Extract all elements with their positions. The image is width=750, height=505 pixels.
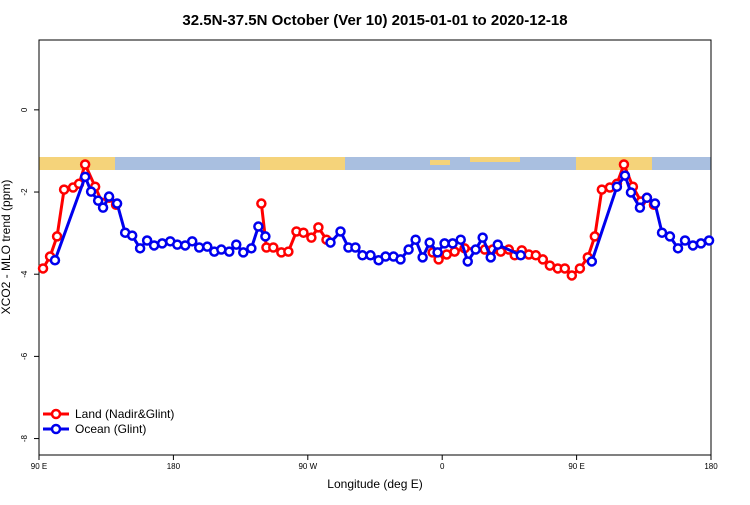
data-point — [470, 244, 481, 255]
data-point — [439, 238, 450, 249]
data-point — [664, 231, 676, 242]
data-point — [283, 246, 294, 257]
data-point — [679, 235, 691, 246]
data-point — [79, 159, 91, 170]
x-tick-label: 90 W — [298, 462, 317, 471]
y-tick-label: -8 — [20, 434, 29, 442]
legend-marker — [50, 423, 62, 435]
data-point — [417, 252, 428, 263]
data-point — [79, 171, 91, 183]
data-point — [350, 242, 361, 253]
data-point — [403, 244, 414, 255]
data-point — [134, 243, 146, 254]
data-point — [325, 237, 336, 248]
data-point — [260, 231, 271, 242]
data-point — [687, 240, 699, 251]
data-point — [477, 232, 488, 243]
data-point — [365, 250, 376, 261]
data-point — [566, 270, 578, 281]
data-point — [141, 235, 153, 246]
data-point — [313, 222, 324, 233]
data-point — [193, 242, 205, 253]
data-point — [306, 232, 317, 243]
x-tick-label: 180 — [704, 462, 718, 471]
data-point — [455, 234, 466, 245]
y-tick-label: -4 — [20, 270, 29, 278]
data-point — [148, 240, 160, 251]
data-point — [586, 256, 598, 267]
data-point — [625, 187, 637, 198]
data-point — [410, 234, 421, 245]
plot-frame — [38, 39, 712, 456]
data-point — [462, 256, 473, 267]
data-point — [97, 202, 109, 213]
data-point — [619, 170, 631, 181]
data-point — [589, 231, 601, 242]
x-tick-label: 90 E — [568, 462, 584, 471]
data-point — [85, 186, 97, 197]
data-point — [424, 237, 435, 248]
data-point — [202, 241, 213, 252]
data-point — [51, 231, 63, 242]
y-tick-label: -2 — [20, 188, 29, 196]
legend-label: Ocean (Glint) — [75, 422, 146, 436]
data-point — [611, 181, 623, 192]
data-point — [357, 250, 368, 261]
data-point — [559, 263, 571, 274]
data-point — [111, 198, 123, 209]
data-point — [649, 198, 661, 209]
data-point — [703, 235, 715, 246]
data-point — [92, 195, 104, 206]
data-point — [656, 227, 668, 238]
data-point — [298, 227, 309, 238]
chart-title: 32.5N-37.5N October (Ver 10) 2015-01-01 … — [182, 12, 567, 29]
x-tick-label: 90 E — [31, 462, 47, 471]
data-point — [432, 247, 443, 258]
data-point — [186, 236, 198, 247]
data-point — [58, 184, 70, 195]
y-axis-label: XCO2 - MLO trend (ppm) — [0, 180, 13, 315]
data-point — [695, 238, 707, 249]
data-point — [634, 202, 646, 213]
data-point — [126, 230, 138, 241]
data-point — [268, 242, 279, 253]
legend-label: Land (Nadir&Glint) — [75, 407, 174, 421]
data-point — [238, 247, 249, 258]
y-tick-label: -6 — [20, 352, 29, 360]
data-point — [156, 238, 168, 249]
x-axis-label: Longitude (deg E) — [327, 477, 422, 491]
data-point — [37, 263, 49, 274]
data-point — [596, 184, 608, 195]
data-point — [103, 191, 115, 202]
data-point — [574, 263, 586, 274]
data-point — [618, 159, 630, 170]
data-point — [492, 239, 504, 250]
data-point — [447, 238, 458, 249]
data-point — [537, 254, 549, 265]
data-point — [485, 252, 496, 263]
data-point — [231, 239, 242, 250]
data-point — [641, 192, 653, 204]
data-point — [246, 243, 257, 254]
data-point — [335, 226, 346, 237]
data-point — [672, 243, 684, 254]
data-point — [224, 246, 235, 257]
y-tick-label: 0 — [20, 107, 29, 112]
data-point — [515, 250, 526, 261]
data-point — [395, 254, 406, 265]
x-tick-label: 180 — [167, 462, 181, 471]
data-point — [449, 246, 460, 257]
legend-marker — [50, 408, 62, 420]
map-strip — [39, 157, 711, 170]
data-point — [256, 198, 267, 209]
data-point — [49, 254, 61, 266]
x-tick-label: 0 — [440, 462, 445, 471]
data-point — [253, 221, 264, 232]
